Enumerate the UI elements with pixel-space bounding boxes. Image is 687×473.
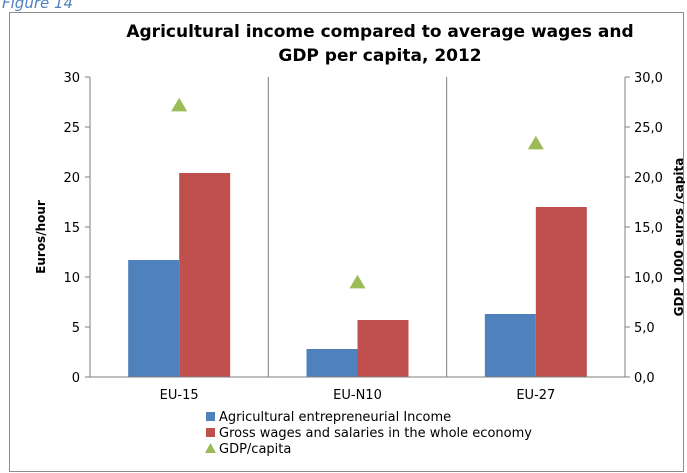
legend-label: Agricultural entrepreneurial Income [219,410,451,425]
legend-label: GDP/capita [219,442,291,457]
legend-swatch [206,412,215,421]
y-tick-label: 5 [72,321,80,336]
legend-marker [205,443,216,453]
y2-tick-label: 0,0 [634,371,655,386]
y2-tick-label: 5,0 [634,321,655,336]
bar-agricultural-eu-27 [484,314,536,377]
legend: Agricultural entrepreneurial IncomeGross… [205,410,532,457]
y2-tick-label: 30,0 [634,71,663,86]
x-tick-label: EU-27 [516,388,555,403]
plot-area: 0 5 10 15 20 25 30 0,0 5,0 10,0 15,0 20,0 25,0 30,0 EU… [63,71,663,403]
legend-swatch [206,428,215,437]
y-axis-label: Euros/hour [34,200,48,274]
gdp-marker-eu-15 [171,97,188,112]
y-tick-label: 25 [63,121,80,136]
bar-gross-eu-27 [535,207,587,377]
bar-gross-eu-n10 [357,320,409,377]
bar-agricultural-eu-15 [128,260,180,377]
y2-tick-label: 20,0 [634,171,663,186]
y2-tick-label: 25,0 [634,121,663,136]
legend-label: Gross wages and salaries in the whole ec… [219,426,532,441]
y-tick-label: 20 [63,171,80,186]
chart-title-line-2: GDP per capita, 2012 [278,46,481,66]
y2-axis-label: GDP 1000 euros /capita [672,158,685,317]
bar-agricultural-eu-n10 [306,349,358,377]
y2-tick-label: 15,0 [634,221,663,236]
figure-caption: Figure 14 [2,0,74,12]
gdp-marker-eu-n10 [349,274,366,289]
chart-frame: Agricultural income compared to average … [9,12,685,472]
y2-tick-label: 10,0 [634,271,663,286]
chart: Agricultural income compared to average … [34,22,685,457]
bar-gross-eu-15 [179,173,231,377]
x-tick-label: EU-15 [160,388,199,403]
chart-title-line-1: Agricultural income compared to average … [126,22,633,42]
y-tick-label: 10 [63,271,80,286]
y-tick-label: 30 [63,71,80,86]
x-tick-label: EU-N10 [333,388,382,403]
gdp-marker-eu-27 [527,135,544,150]
y-tick-label: 0 [72,371,80,386]
y-tick-label: 15 [63,221,80,236]
